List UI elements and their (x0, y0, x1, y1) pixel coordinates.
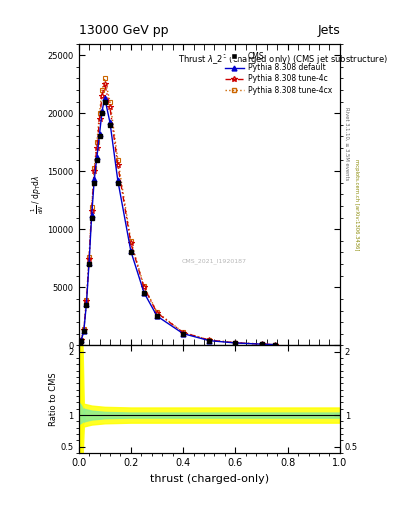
Text: 13000 GeV pp: 13000 GeV pp (79, 24, 168, 37)
Text: CMS_2021_I1920187: CMS_2021_I1920187 (182, 258, 247, 264)
Text: mcplots.cern.ch [arXiv:1306.3436]: mcplots.cern.ch [arXiv:1306.3436] (354, 159, 359, 250)
Legend: CMS, Pythia 8.308 default, Pythia 8.308 tune-4c, Pythia 8.308 tune-4cx: CMS, Pythia 8.308 default, Pythia 8.308 … (223, 50, 334, 96)
Text: Thrust $\lambda\_2^1$ (charged only) (CMS jet substructure): Thrust $\lambda\_2^1$ (charged only) (CM… (178, 53, 388, 67)
Y-axis label: Ratio to CMS: Ratio to CMS (49, 372, 58, 426)
Text: Jets: Jets (317, 24, 340, 37)
X-axis label: thrust (charged-only): thrust (charged-only) (150, 474, 269, 483)
Y-axis label: $\frac{1}{\mathrm{d}N}$ / $\mathrm{d}p_\mathrm{T}$$\mathrm{d}\lambda$: $\frac{1}{\mathrm{d}N}$ / $\mathrm{d}p_\… (30, 175, 46, 214)
Text: Rivet 3.1.10, ≥ 3.5M events: Rivet 3.1.10, ≥ 3.5M events (345, 106, 350, 180)
